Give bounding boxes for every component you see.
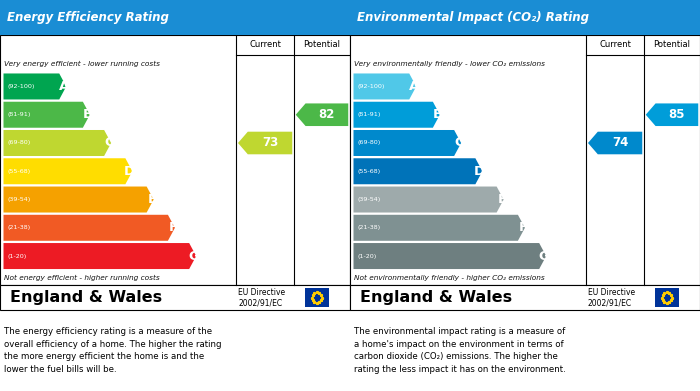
Text: (69-80): (69-80) xyxy=(357,140,380,145)
Text: 82: 82 xyxy=(318,108,335,121)
Text: (1-20): (1-20) xyxy=(7,253,27,258)
Bar xyxy=(350,285,700,310)
Text: Not energy efficient - higher running costs: Not energy efficient - higher running co… xyxy=(4,274,160,281)
FancyArrow shape xyxy=(354,215,525,241)
Text: 85: 85 xyxy=(668,108,685,121)
FancyArrow shape xyxy=(645,104,699,126)
Text: G: G xyxy=(538,249,549,262)
Text: Potential: Potential xyxy=(654,40,690,50)
FancyArrow shape xyxy=(4,187,154,213)
Bar xyxy=(350,35,700,285)
Text: 73: 73 xyxy=(262,136,278,149)
FancyArrow shape xyxy=(354,158,482,184)
Text: E: E xyxy=(497,193,507,206)
Bar xyxy=(654,288,680,307)
Text: B: B xyxy=(83,108,92,121)
Text: B: B xyxy=(433,108,442,121)
Text: Very environmentally friendly - lower CO₂ emissions: Very environmentally friendly - lower CO… xyxy=(354,61,545,67)
Text: (69-80): (69-80) xyxy=(7,140,30,145)
Text: Potential: Potential xyxy=(304,40,340,50)
Text: C: C xyxy=(454,136,464,149)
FancyArrow shape xyxy=(354,130,461,156)
Text: Very energy efficient - lower running costs: Very energy efficient - lower running co… xyxy=(4,61,160,67)
Text: F: F xyxy=(169,221,178,234)
Text: EU Directive: EU Directive xyxy=(238,287,285,296)
Bar xyxy=(350,0,700,35)
Text: (21-38): (21-38) xyxy=(357,225,380,230)
Bar xyxy=(0,285,350,310)
Text: 74: 74 xyxy=(612,136,628,149)
Text: A: A xyxy=(59,80,69,93)
Text: (55-68): (55-68) xyxy=(7,169,30,174)
Text: (92-100): (92-100) xyxy=(357,84,384,89)
FancyArrow shape xyxy=(4,158,132,184)
FancyArrow shape xyxy=(354,74,416,99)
Text: England & Wales: England & Wales xyxy=(360,290,512,305)
Text: Environmental Impact (CO₂) Rating: Environmental Impact (CO₂) Rating xyxy=(357,11,589,24)
Text: A: A xyxy=(409,80,419,93)
Text: C: C xyxy=(104,136,114,149)
Text: (81-91): (81-91) xyxy=(7,112,30,117)
Bar xyxy=(304,288,330,307)
Text: Current: Current xyxy=(599,40,631,50)
Text: (39-54): (39-54) xyxy=(7,197,30,202)
Text: (92-100): (92-100) xyxy=(7,84,34,89)
Text: (39-54): (39-54) xyxy=(357,197,380,202)
FancyArrow shape xyxy=(354,243,546,269)
Text: F: F xyxy=(519,221,528,234)
Text: England & Wales: England & Wales xyxy=(10,290,162,305)
Text: G: G xyxy=(188,249,199,262)
FancyArrow shape xyxy=(354,102,440,128)
FancyArrow shape xyxy=(4,102,90,128)
Bar xyxy=(0,0,350,35)
Text: D: D xyxy=(124,165,135,178)
FancyArrow shape xyxy=(354,187,504,213)
Text: 2002/91/EC: 2002/91/EC xyxy=(238,299,282,308)
Text: (81-91): (81-91) xyxy=(357,112,380,117)
Text: 2002/91/EC: 2002/91/EC xyxy=(588,299,632,308)
Text: (1-20): (1-20) xyxy=(357,253,377,258)
Text: Energy Efficiency Rating: Energy Efficiency Rating xyxy=(7,11,169,24)
Text: D: D xyxy=(474,165,485,178)
Text: Current: Current xyxy=(249,40,281,50)
FancyArrow shape xyxy=(4,130,111,156)
FancyArrow shape xyxy=(4,74,66,99)
Text: The energy efficiency rating is a measure of the
overall efficiency of a home. T: The energy efficiency rating is a measur… xyxy=(4,327,221,374)
FancyArrow shape xyxy=(238,132,293,154)
FancyArrow shape xyxy=(295,104,349,126)
Text: The environmental impact rating is a measure of
a home's impact on the environme: The environmental impact rating is a mea… xyxy=(354,327,566,374)
Text: Not environmentally friendly - higher CO₂ emissions: Not environmentally friendly - higher CO… xyxy=(354,274,545,281)
Text: (55-68): (55-68) xyxy=(357,169,380,174)
Bar xyxy=(0,35,350,285)
FancyArrow shape xyxy=(4,215,175,241)
FancyArrow shape xyxy=(588,132,643,154)
Text: E: E xyxy=(147,193,157,206)
FancyArrow shape xyxy=(4,243,196,269)
Text: EU Directive: EU Directive xyxy=(588,287,635,296)
Text: (21-38): (21-38) xyxy=(7,225,30,230)
